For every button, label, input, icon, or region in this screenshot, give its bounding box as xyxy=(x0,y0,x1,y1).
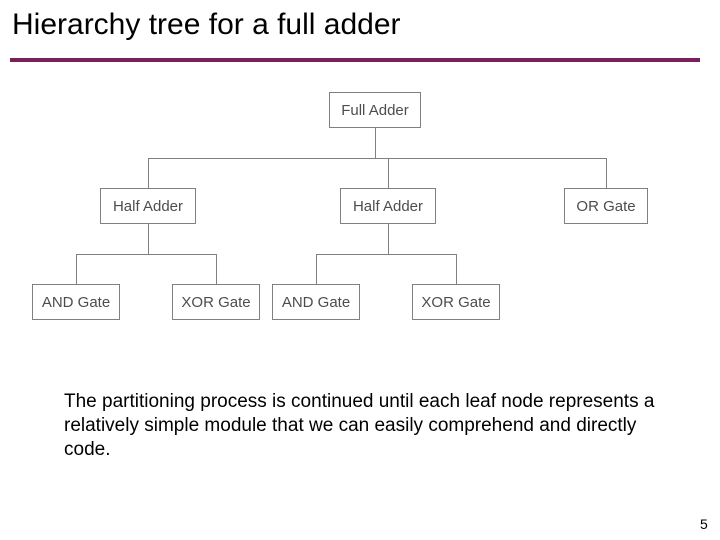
tree-edge xyxy=(456,254,457,284)
tree-edge xyxy=(148,158,149,188)
title-rule xyxy=(10,58,700,62)
tree-node-or: OR Gate xyxy=(564,188,648,224)
tree-edge xyxy=(606,158,607,188)
tree-node-root: Full Adder xyxy=(329,92,421,128)
page-number: 5 xyxy=(700,516,708,532)
tree-node-ha2: Half Adder xyxy=(340,188,436,224)
tree-node-xor1: XOR Gate xyxy=(172,284,260,320)
tree-edge xyxy=(388,224,389,254)
page-title: Hierarchy tree for a full adder xyxy=(12,8,401,42)
tree-edge xyxy=(375,128,376,158)
tree-edge xyxy=(148,158,607,159)
tree-edge xyxy=(76,254,217,255)
tree-edge xyxy=(316,254,457,255)
tree-edge xyxy=(148,224,149,254)
tree-node-and1: AND Gate xyxy=(32,284,120,320)
tree-node-xor2: XOR Gate xyxy=(412,284,500,320)
caption-text: The partitioning process is continued un… xyxy=(64,390,656,461)
tree-edge xyxy=(316,254,317,284)
hierarchy-tree-diagram: Full Adder Half Adder Half Adder OR Gate AND… xyxy=(32,92,672,352)
tree-edge xyxy=(388,158,389,188)
tree-node-ha1: Half Adder xyxy=(100,188,196,224)
tree-edge xyxy=(76,254,77,284)
tree-node-and2: AND Gate xyxy=(272,284,360,320)
tree-edge xyxy=(216,254,217,284)
